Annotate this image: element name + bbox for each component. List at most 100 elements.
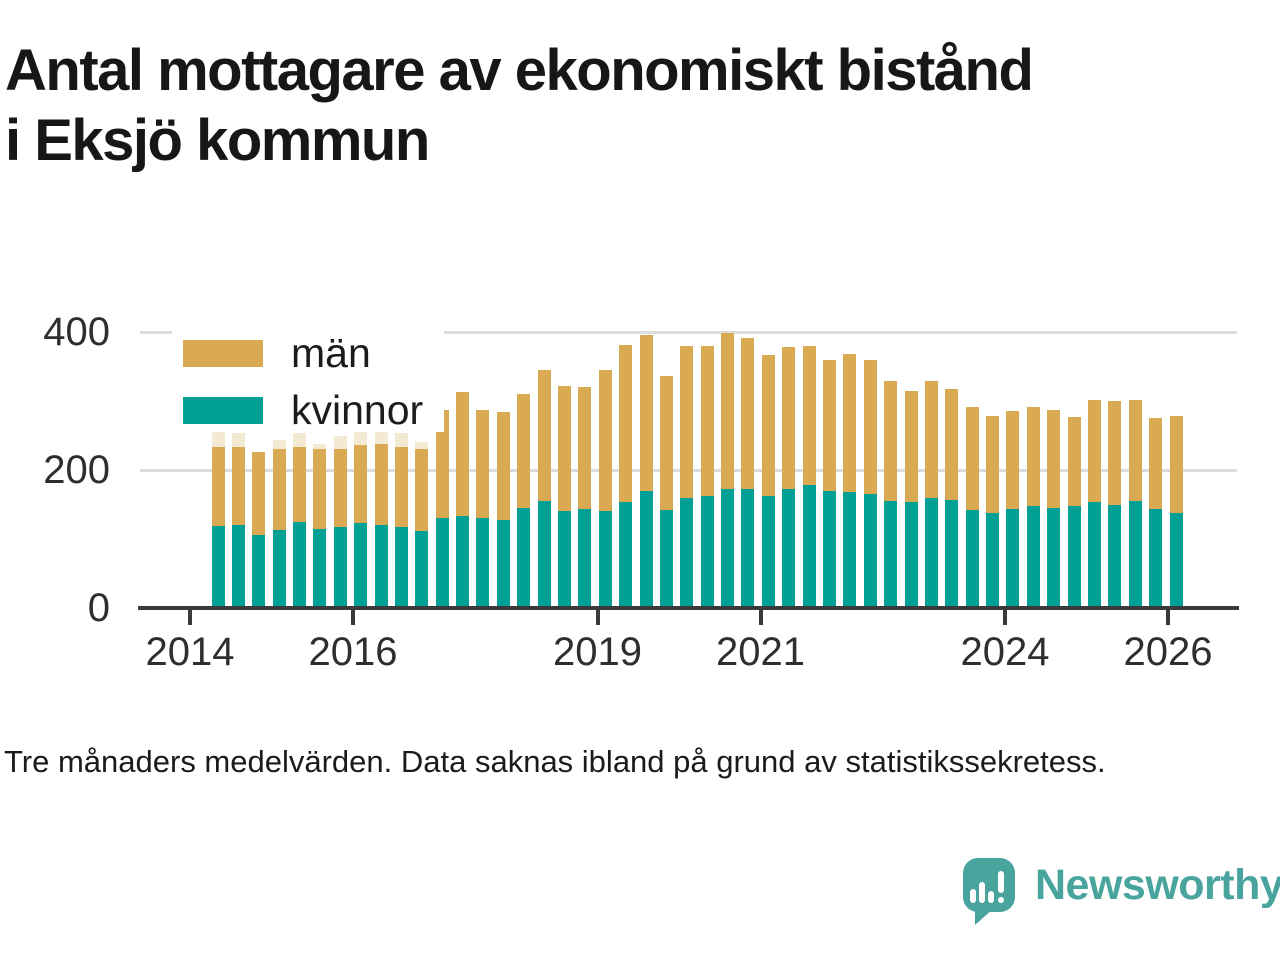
x-axis-label-2016: 2016	[308, 630, 398, 674]
seg-saknas	[272, 440, 286, 449]
seg-kvinnor	[272, 530, 286, 608]
seg-kvinnor	[1128, 501, 1142, 608]
seg-kvinnor	[333, 526, 347, 608]
seg-man	[211, 446, 225, 526]
seg-kvinnor	[924, 497, 938, 608]
seg-kvinnor	[211, 525, 225, 608]
chart-title: Antal mottagare av ekonomiskt bistånd i …	[5, 36, 1034, 176]
seg-kvinnor	[558, 510, 571, 608]
bar-2023-Q3	[965, 406, 979, 608]
seg-man	[721, 333, 735, 490]
newsworthy-wordmark: Newsworthy	[1035, 860, 1280, 909]
seg-kvinnor	[496, 520, 510, 608]
bar-2019-Q3	[639, 335, 653, 608]
seg-man	[517, 394, 531, 508]
bar-2024-Q4	[1067, 416, 1081, 608]
x-axis-tick-2021	[758, 610, 763, 625]
legend-row-män: män	[183, 329, 423, 376]
bar-2016-Q1	[354, 429, 368, 608]
legend-swatch-kvinnor	[183, 396, 263, 424]
seg-man	[924, 380, 938, 498]
newsworthy-logo-icon	[963, 858, 1015, 925]
legend-label-kvinnor: kvinnor	[291, 386, 424, 433]
bar-2015-Q1	[272, 440, 286, 608]
bar-2025-Q2	[1108, 401, 1122, 608]
bar-2019-Q2	[619, 345, 633, 608]
seg-kvinnor	[721, 489, 735, 608]
seg-kvinnor	[394, 527, 408, 608]
seg-man	[1128, 399, 1142, 502]
seg-man	[680, 345, 694, 498]
bar-2020-Q3	[721, 333, 735, 608]
x-axis-tick-2016	[351, 610, 355, 625]
bar-2014-Q2	[211, 430, 225, 608]
legend: män kvinnor	[183, 329, 424, 448]
seg-kvinnor	[456, 516, 470, 608]
bar-2016-Q2	[374, 426, 388, 608]
seg-saknas	[313, 443, 327, 449]
bar-2018-Q1	[517, 394, 531, 608]
seg-man	[965, 406, 979, 511]
bar-2021-Q4	[822, 359, 836, 608]
bar-2022-Q3	[884, 380, 898, 608]
seg-man	[822, 359, 836, 491]
seg-kvinnor	[741, 489, 755, 608]
seg-man	[313, 448, 327, 529]
seg-kvinnor	[415, 531, 429, 608]
legend-label-män: män	[291, 329, 371, 376]
seg-man	[272, 448, 286, 530]
bar-2017-Q2	[456, 392, 470, 608]
seg-kvinnor	[680, 497, 694, 608]
bar-2020-Q4	[741, 338, 755, 608]
seg-man	[1006, 410, 1020, 509]
seg-kvinnor	[1026, 505, 1040, 608]
seg-kvinnor	[1149, 508, 1163, 608]
seg-man	[374, 443, 388, 526]
seg-man	[843, 354, 857, 493]
seg-man	[558, 385, 571, 511]
bar-2023-Q2	[945, 389, 959, 608]
seg-man	[354, 445, 368, 524]
bar-2026-Q1	[1169, 416, 1183, 608]
bar-2016-Q3	[394, 433, 408, 608]
seg-man	[293, 447, 307, 523]
seg-man	[945, 389, 959, 501]
seg-man	[884, 380, 898, 502]
bar-2017-Q3	[476, 409, 490, 608]
x-axis-label-2024: 2024	[960, 630, 1050, 674]
seg-man	[904, 391, 918, 503]
seg-man	[1026, 406, 1040, 506]
seg-kvinnor	[884, 501, 898, 608]
bar-2017-Q1	[435, 409, 449, 608]
x-axis-tick-2026	[1166, 610, 1170, 625]
bar-2023-Q4	[986, 416, 1000, 608]
seg-man	[1087, 400, 1101, 502]
seg-kvinnor	[374, 525, 388, 608]
seg-kvinnor	[802, 485, 816, 608]
seg-man	[802, 346, 816, 486]
seg-kvinnor	[843, 492, 857, 608]
seg-saknas	[415, 441, 429, 449]
y-axis-label-400: 400	[43, 310, 110, 354]
bar-2015-Q2	[293, 432, 307, 608]
bar-2015-Q4	[333, 435, 347, 609]
seg-kvinnor	[313, 528, 327, 608]
seg-man	[333, 448, 347, 527]
seg-kvinnor	[517, 507, 531, 608]
chart-footnote: Tre månaders medelvärden. Data saknas ib…	[4, 744, 1106, 779]
seg-kvinnor	[1087, 501, 1101, 608]
x-axis-tick-2019	[595, 610, 600, 625]
seg-saknas	[394, 433, 408, 448]
seg-man	[1108, 401, 1122, 506]
bar-2024-Q3	[1047, 409, 1061, 608]
bar-2014-Q3	[231, 432, 245, 608]
bar-2018-Q4	[578, 386, 592, 608]
bar-2022-Q1	[843, 354, 857, 608]
x-axis-label-2019: 2019	[553, 630, 642, 674]
bar-2021-Q1	[761, 354, 775, 608]
x-axis-label-2014: 2014	[145, 630, 235, 674]
mini-bar-icon	[970, 889, 976, 903]
seg-kvinnor	[252, 534, 266, 608]
